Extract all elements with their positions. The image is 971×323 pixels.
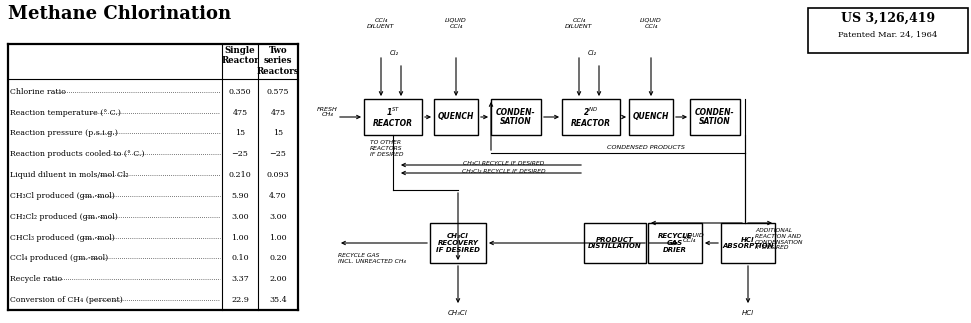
Text: Patented Mar. 24, 1964: Patented Mar. 24, 1964 — [838, 30, 938, 38]
Text: CCl₄
DILUENT: CCl₄ DILUENT — [367, 18, 395, 29]
Text: 3.00: 3.00 — [231, 213, 249, 221]
Text: LIQUID
CCl₄: LIQUID CCl₄ — [640, 18, 662, 29]
Text: CONDEN-
SATION: CONDEN- SATION — [496, 108, 536, 126]
Bar — [491, 99, 541, 135]
Text: 0.10: 0.10 — [231, 255, 249, 262]
Text: 4.70: 4.70 — [269, 192, 286, 200]
Text: CONDENSED PRODUCTS: CONDENSED PRODUCTS — [607, 145, 685, 150]
Text: HCl
ABSORPTION: HCl ABSORPTION — [722, 237, 774, 249]
Text: 5.90: 5.90 — [231, 192, 249, 200]
Text: 1.00: 1.00 — [269, 234, 286, 242]
Text: CCl₄ produced (gm.-mol): CCl₄ produced (gm.-mol) — [10, 255, 108, 262]
Text: 0.093: 0.093 — [267, 171, 289, 179]
Text: CH₂Cl₂ produced (gm.-mol): CH₂Cl₂ produced (gm.-mol) — [10, 213, 117, 221]
Text: CH₃Cl produced (gm.-mol): CH₃Cl produced (gm.-mol) — [10, 192, 115, 200]
Text: Single
Reactor: Single Reactor — [221, 46, 259, 65]
Text: CH₃Cl
RECOVERY
IF DESIRED: CH₃Cl RECOVERY IF DESIRED — [436, 234, 480, 253]
Text: RECYCLE
GAS
DRIER: RECYCLE GAS DRIER — [657, 234, 692, 253]
Text: 15: 15 — [273, 130, 284, 138]
Text: 3.37: 3.37 — [231, 275, 249, 283]
Text: Reaction products cooled to (° C.): Reaction products cooled to (° C.) — [10, 150, 145, 158]
Text: −25: −25 — [270, 150, 286, 158]
Text: Liquid diluent in mols/mol Cl₂: Liquid diluent in mols/mol Cl₂ — [10, 171, 128, 179]
Text: 1.00: 1.00 — [231, 234, 249, 242]
Text: Cl₂: Cl₂ — [587, 50, 597, 56]
Bar — [648, 223, 702, 263]
Text: Two
series
Reactors: Two series Reactors — [256, 46, 299, 76]
Text: 0.20: 0.20 — [269, 255, 286, 262]
Text: CCl₄
DILUENT: CCl₄ DILUENT — [565, 18, 592, 29]
Text: CH₃Cl: CH₃Cl — [449, 310, 468, 316]
Text: QUENCH: QUENCH — [438, 112, 474, 121]
Text: TO OTHER
REACTORS
IF DESIRED: TO OTHER REACTORS IF DESIRED — [370, 140, 404, 157]
Text: ADDITIONAL
REACTION AND
CONDENSATION
IF DESIRED: ADDITIONAL REACTION AND CONDENSATION IF … — [755, 228, 803, 250]
Bar — [808, 8, 968, 53]
Text: 0.575: 0.575 — [267, 88, 289, 96]
Text: 22.9: 22.9 — [231, 296, 249, 304]
Text: 15: 15 — [235, 130, 245, 138]
Text: LIQUID
CCl₄: LIQUID CCl₄ — [683, 233, 705, 244]
Text: Reaction pressure (p.s.i.g.): Reaction pressure (p.s.i.g.) — [10, 130, 117, 138]
Text: Recycle ratio: Recycle ratio — [10, 275, 62, 283]
Text: Conversion of CH₄ (percent): Conversion of CH₄ (percent) — [10, 296, 122, 304]
Text: −25: −25 — [231, 150, 249, 158]
Text: 2$^{ND}$
REACTOR: 2$^{ND}$ REACTOR — [571, 106, 611, 128]
Text: 35.4: 35.4 — [269, 296, 286, 304]
Text: US 3,126,419: US 3,126,419 — [841, 12, 935, 25]
Text: HCl: HCl — [742, 310, 754, 316]
Text: CHCl₃ produced (gm.-mol): CHCl₃ produced (gm.-mol) — [10, 234, 115, 242]
Text: PRODUCT
DISTILLATION: PRODUCT DISTILLATION — [588, 237, 642, 249]
Text: CONDEN-
SATION: CONDEN- SATION — [695, 108, 735, 126]
Bar — [364, 99, 422, 135]
Text: Methane Chlorination: Methane Chlorination — [8, 5, 231, 23]
Bar — [434, 99, 478, 135]
Text: FRESH
CH₄: FRESH CH₄ — [317, 107, 338, 117]
Text: 2.00: 2.00 — [269, 275, 286, 283]
Text: LIQUID
CCl₄: LIQUID CCl₄ — [445, 18, 467, 29]
Bar — [629, 99, 673, 135]
Text: 475: 475 — [232, 109, 248, 117]
Text: 0.350: 0.350 — [229, 88, 251, 96]
Text: Chlorine ratio: Chlorine ratio — [10, 88, 66, 96]
Text: Reaction temperature (° C.): Reaction temperature (° C.) — [10, 109, 120, 117]
Bar — [690, 99, 740, 135]
Bar — [721, 223, 775, 263]
Bar — [584, 223, 646, 263]
Text: 3.00: 3.00 — [269, 213, 286, 221]
Text: 0.210: 0.210 — [228, 171, 251, 179]
Text: Cl₂: Cl₂ — [390, 50, 399, 56]
Text: CH₃Cl RECYCLE IF DESIRED: CH₃Cl RECYCLE IF DESIRED — [463, 161, 545, 166]
Text: 475: 475 — [271, 109, 285, 117]
Bar — [562, 99, 620, 135]
Text: 1$^{ST}$
REACTOR: 1$^{ST}$ REACTOR — [373, 106, 413, 128]
Text: RECYCLE GAS
INCL. UNREACTED CH₄: RECYCLE GAS INCL. UNREACTED CH₄ — [338, 253, 406, 264]
Text: CH₂Cl₂ RECYCLE IF DESIRED: CH₂Cl₂ RECYCLE IF DESIRED — [462, 169, 546, 174]
Bar — [430, 223, 486, 263]
Text: QUENCH: QUENCH — [633, 112, 669, 121]
